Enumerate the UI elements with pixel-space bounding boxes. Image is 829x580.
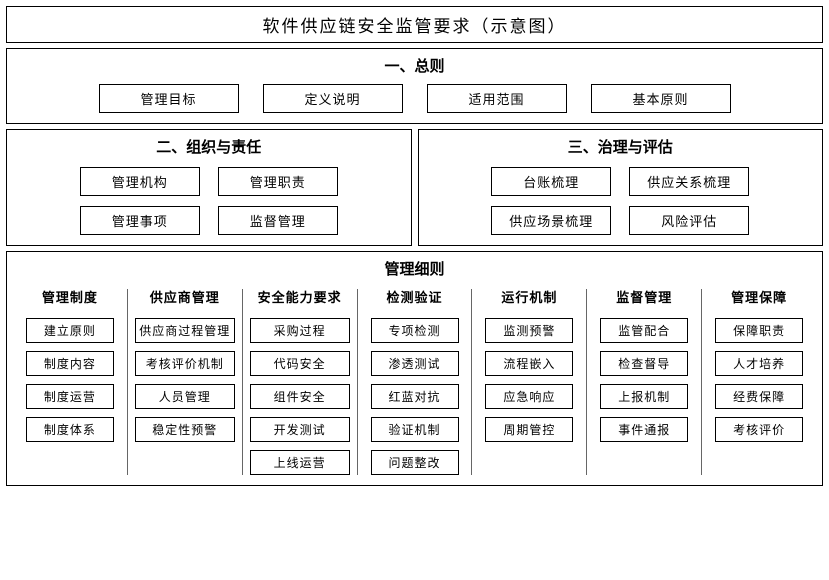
detail-item: 考核评价机制 xyxy=(135,351,235,376)
section1-item: 管理目标 xyxy=(99,84,239,113)
detail-col-items: 专项检测渗透测试红蓝对抗验证机制问题整改 xyxy=(371,318,459,475)
detail-col-title: 管理制度 xyxy=(42,287,98,306)
section2-item: 管理职责 xyxy=(218,167,338,196)
detail-col-title: 供应商管理 xyxy=(150,287,220,306)
section2-item: 管理机构 xyxy=(80,167,200,196)
detail-item: 检查督导 xyxy=(600,351,688,376)
detail-col: 检测验证专项检测渗透测试红蓝对抗验证机制问题整改 xyxy=(364,287,466,475)
section3-item: 供应场景梳理 xyxy=(491,206,611,235)
section-general: 一、总则 管理目标 定义说明 适用范围 基本原则 xyxy=(6,48,823,124)
detail-col-items: 采购过程代码安全组件安全开发测试上线运营 xyxy=(250,318,350,475)
detail-item: 红蓝对抗 xyxy=(371,384,459,409)
detail-item: 经费保障 xyxy=(715,384,803,409)
detail-item: 验证机制 xyxy=(371,417,459,442)
divider xyxy=(701,289,702,475)
detail-col-items: 建立原则制度内容制度运营制度体系 xyxy=(26,318,114,442)
detail-item: 人员管理 xyxy=(135,384,235,409)
detail-item: 稳定性预警 xyxy=(135,417,235,442)
detail-item: 流程嵌入 xyxy=(485,351,573,376)
section3-item: 供应关系梳理 xyxy=(629,167,749,196)
detail-item: 开发测试 xyxy=(250,417,350,442)
detail-col-items: 监管配合检查督导上报机制事件通报 xyxy=(600,318,688,442)
detail-col: 管理保障保障职责人才培养经费保障考核评价 xyxy=(708,287,810,475)
detail-item: 上线运营 xyxy=(250,450,350,475)
divider xyxy=(586,289,587,475)
detail-item: 上报机制 xyxy=(600,384,688,409)
divider xyxy=(471,289,472,475)
section-governance: 三、治理与评估 台账梳理 供应关系梳理 供应场景梳理 风险评估 xyxy=(418,129,824,246)
divider xyxy=(357,289,358,475)
section-detail: 管理细则 管理制度建立原则制度内容制度运营制度体系供应商管理供应商过程管理考核评… xyxy=(6,251,823,486)
detail-item: 渗透测试 xyxy=(371,351,459,376)
detail-item: 监管配合 xyxy=(600,318,688,343)
detail-item: 事件通报 xyxy=(600,417,688,442)
section3-item: 台账梳理 xyxy=(491,167,611,196)
detail-item: 监测预警 xyxy=(485,318,573,343)
detail-col-title: 运行机制 xyxy=(501,287,557,306)
section2-item: 管理事项 xyxy=(80,206,200,235)
section1-row: 管理目标 定义说明 适用范围 基本原则 xyxy=(7,84,822,113)
section1-item: 基本原则 xyxy=(591,84,731,113)
detail-item: 专项检测 xyxy=(371,318,459,343)
section1-title: 一、总则 xyxy=(7,53,822,84)
divider xyxy=(242,289,243,475)
detail-item: 应急响应 xyxy=(485,384,573,409)
detail-item: 建立原则 xyxy=(26,318,114,343)
detail-col-title: 监督管理 xyxy=(616,287,672,306)
section2-title: 二、组织与责任 xyxy=(7,134,411,167)
detail-col-title: 检测验证 xyxy=(387,287,443,306)
detail-item: 人才培养 xyxy=(715,351,803,376)
detail-col: 运行机制监测预警流程嵌入应急响应周期管控 xyxy=(478,287,580,475)
divider xyxy=(127,289,128,475)
detail-col-items: 保障职责人才培养经费保障考核评价 xyxy=(715,318,803,442)
section-org: 二、组织与责任 管理机构 管理职责 管理事项 监督管理 xyxy=(6,129,412,246)
detail-item: 供应商过程管理 xyxy=(135,318,235,343)
detail-col-items: 监测预警流程嵌入应急响应周期管控 xyxy=(485,318,573,442)
section1-item: 适用范围 xyxy=(427,84,567,113)
detail-item: 周期管控 xyxy=(485,417,573,442)
detail-col-title: 安全能力要求 xyxy=(258,287,342,306)
detail-item: 问题整改 xyxy=(371,450,459,475)
detail-item: 保障职责 xyxy=(715,318,803,343)
detail-title: 管理细则 xyxy=(13,256,816,287)
detail-item: 制度体系 xyxy=(26,417,114,442)
section1-item: 定义说明 xyxy=(263,84,403,113)
detail-item: 制度内容 xyxy=(26,351,114,376)
detail-col: 供应商管理供应商过程管理考核评价机制人员管理稳定性预警 xyxy=(134,287,236,475)
main-title: 软件供应链安全监管要求（示意图） xyxy=(6,6,823,43)
detail-item: 考核评价 xyxy=(715,417,803,442)
detail-col: 管理制度建立原则制度内容制度运营制度体系 xyxy=(19,287,121,475)
detail-columns: 管理制度建立原则制度内容制度运营制度体系供应商管理供应商过程管理考核评价机制人员… xyxy=(13,287,816,475)
section2-item: 监督管理 xyxy=(218,206,338,235)
detail-col-items: 供应商过程管理考核评价机制人员管理稳定性预警 xyxy=(135,318,235,442)
detail-item: 代码安全 xyxy=(250,351,350,376)
detail-item: 制度运营 xyxy=(26,384,114,409)
detail-item: 组件安全 xyxy=(250,384,350,409)
detail-col: 安全能力要求采购过程代码安全组件安全开发测试上线运营 xyxy=(249,287,351,475)
detail-col: 监督管理监管配合检查督导上报机制事件通报 xyxy=(593,287,695,475)
two-columns-row: 二、组织与责任 管理机构 管理职责 管理事项 监督管理 三、治理与评估 台账梳理… xyxy=(6,129,823,246)
detail-col-title: 管理保障 xyxy=(731,287,787,306)
detail-item: 采购过程 xyxy=(250,318,350,343)
section3-title: 三、治理与评估 xyxy=(419,134,823,167)
section3-item: 风险评估 xyxy=(629,206,749,235)
